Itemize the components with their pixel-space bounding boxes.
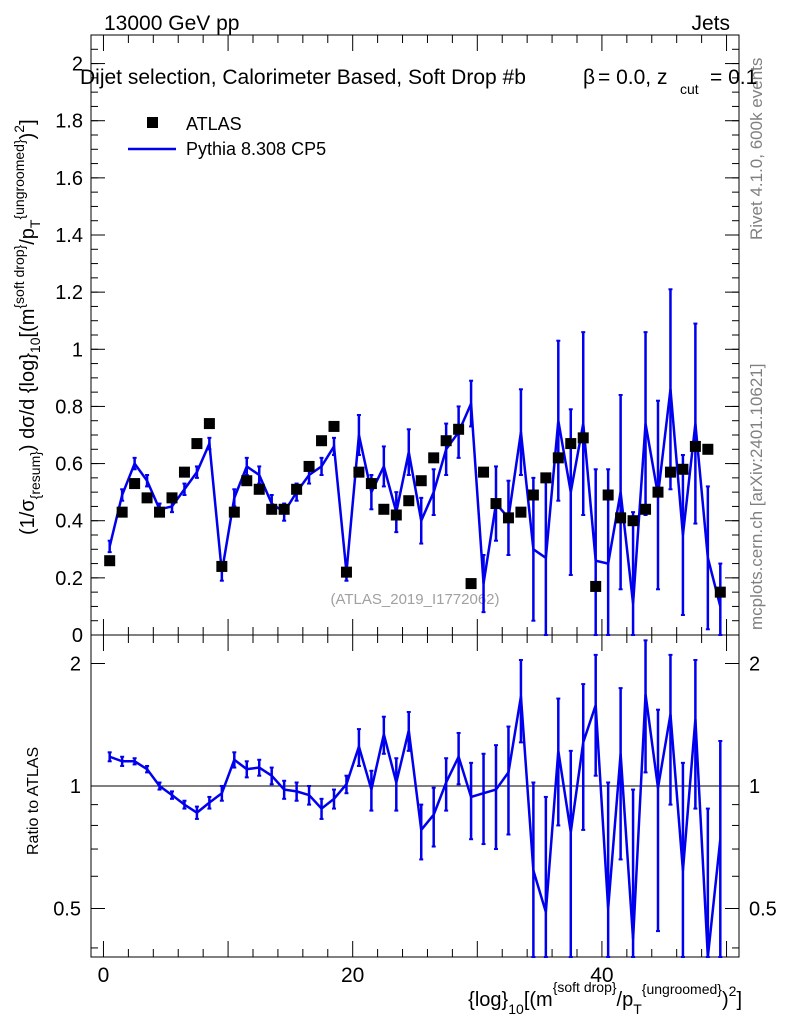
atlas-data-point [353,466,365,478]
main-ytick-label: 2 [72,54,83,76]
atlas-data-point [241,475,253,487]
atlas-data-point [515,506,527,518]
ratio-ytick-label: 1 [70,776,81,798]
atlas-data-point [291,483,303,495]
atlas-data-point [478,466,490,478]
atlas-data-point [104,555,116,567]
main-ytick-label: 1.4 [55,225,83,247]
atlas-data-point [340,566,352,578]
process-label: Jets [691,12,730,35]
analysis-watermark: (ATLAS_2019_I1772062) [330,591,499,608]
atlas-data-point [203,418,215,430]
ratio-ytick-label-right: 2 [749,654,760,676]
main-ylabel: (1/σ{resum}) dσ/d {log}10[(m{soft drop}/… [11,119,43,535]
atlas-data-point [602,489,614,501]
ratio-panel-frame [90,634,740,958]
atlas-data-point [577,432,589,444]
atlas-data-point [453,423,465,435]
legend-data-marker [147,117,158,128]
atlas-data-point [390,509,402,521]
ratio-xtick-label: 40 [590,964,613,987]
ratio-ylabel: Ratio to ATLAS [25,747,42,855]
atlas-data-point [178,466,190,478]
atlas-data-point [490,498,502,510]
atlas-data-point [141,492,153,504]
legend-data-label: ATLAS [186,114,242,134]
plot-title-main: Dijet selection, Calorimeter Based, Soft… [80,66,526,89]
ratio-series-line [109,694,722,958]
atlas-data-point [316,435,328,447]
atlas-data-point [527,489,539,501]
atlas-data-point [590,580,602,592]
main-ytick-label: 1.2 [55,282,83,304]
plot-title-zcut-sub: cut [680,81,699,97]
atlas-data-point [689,440,701,452]
main-ytick-label: 1 [72,339,83,361]
main-ytick-label: 0.6 [55,454,83,476]
atlas-data-point [191,438,203,450]
atlas-data-point [253,483,265,495]
atlas-data-point [328,420,340,432]
atlas-data-point [129,478,141,490]
atlas-data-point [415,475,427,487]
main-ytick-label: 0.8 [55,396,83,418]
atlas-data-point [627,515,639,527]
atlas-data-point [228,506,240,518]
energy-label: 13000 GeV pp [104,12,239,35]
ratio-xtick-label: 20 [341,964,364,987]
main-ytick-label: 0.4 [55,511,83,533]
ratio-ytick-label: 2 [70,654,81,676]
plot-title-selection: Dijet selection, Calorimeter Based, Soft… [80,66,526,89]
atlas-data-point [428,452,440,464]
atlas-data-point [702,443,714,455]
atlas-data-point [714,586,726,598]
ratio-ytick-label-right: 0.5 [749,898,777,920]
ratio-ytick-label-right: 1 [749,776,760,798]
atlas-data-point [502,512,514,524]
atlas-data-point [278,503,290,515]
ratio-xtick-label: 0 [98,964,110,987]
atlas-data-point [166,492,178,504]
plot-title-beta-value: = 0.0, z [598,66,667,89]
main-ytick-label: 1.8 [55,111,83,133]
main-ytick-label: 0.2 [55,568,83,590]
ratio-axis-ticks: 0.5 0.51 12 20 20 40 [53,635,777,987]
atlas-data-point [266,503,278,515]
main-plot-marks [104,288,726,636]
main-ytick-label: 0 [72,625,83,647]
rivet-label: Rivet 4.1.0, 600k events [747,58,766,240]
main-ytick-label: 1.6 [55,168,83,190]
atlas-data-point [615,512,627,524]
atlas-data-point [303,460,315,472]
mc-series-line [108,389,722,607]
atlas-data-point [677,463,689,475]
mcplots-label: mcplots.cern.ch [arXiv:2401.10621] [747,364,766,630]
main-axis-ticks: 0 0.2 0.4 0.6 0.8 1 1.2 1.4 1.6 1.8 2 [55,34,739,647]
atlas-data-point [378,503,390,515]
atlas-data-point [440,435,452,447]
atlas-data-point [465,578,477,590]
atlas-data-point [652,486,664,498]
atlas-data-point [216,560,228,572]
atlas-data-point [154,506,166,518]
atlas-data-point [552,452,564,464]
legend-mc-label: Pythia 8.308 CP5 [186,139,326,159]
atlas-data-point [365,478,377,490]
plot-title-beta: β [583,66,595,89]
atlas-data-point [403,495,415,507]
atlas-data-point [664,466,676,478]
atlas-data-point [565,438,577,450]
atlas-data-point [540,472,552,484]
atlas-data-point [640,503,652,515]
ratio-ytick-label: 0.5 [53,898,81,920]
ratio-plot-marks [91,639,739,958]
atlas-data-point [116,506,128,518]
